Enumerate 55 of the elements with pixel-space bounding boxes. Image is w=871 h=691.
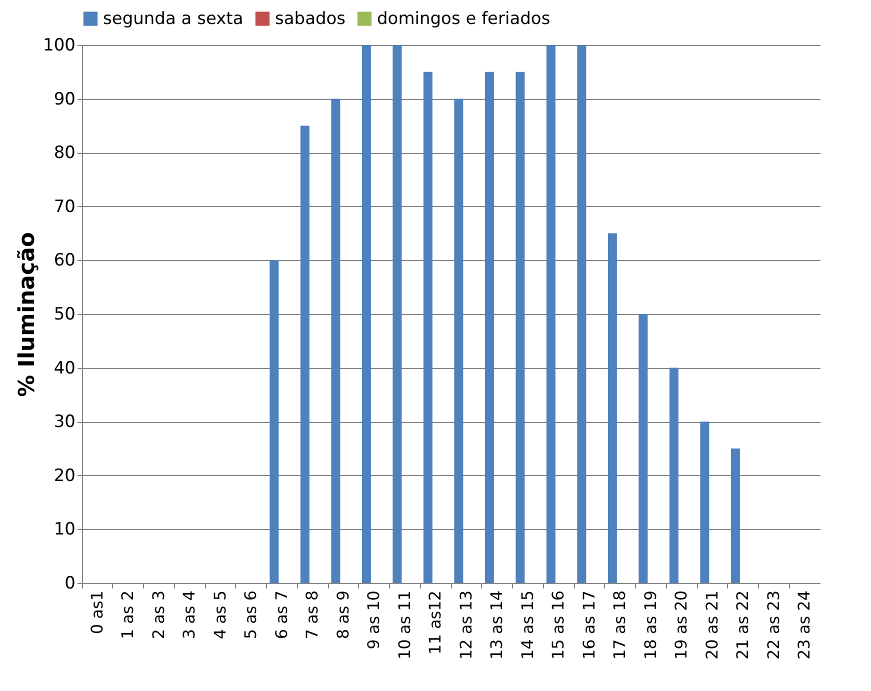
x-tick-label: 5 as 6 [241,590,260,640]
x-tick-label: 18 as 19 [640,590,660,660]
x-tick-label: 9 as 10 [364,590,384,650]
x-tick-label: 13 as 14 [487,590,506,660]
bar [608,233,617,583]
x-tick-label: 2 as 3 [148,590,168,640]
x-tick-label: 20 as 21 [702,590,722,660]
bar [638,314,648,583]
bar [300,126,310,583]
legend-label: sabados [275,8,346,29]
y-tick-label: 100 [43,36,76,56]
x-tick-label: 0 as1 [87,590,106,634]
x-tick-label: 12 as 13 [456,590,476,660]
x-tick-label: 3 as 4 [180,590,199,640]
y-tick-label: 30 [54,412,76,432]
bar [331,98,340,583]
y-tick-label: 40 [54,358,76,378]
bar [669,368,678,583]
y-axis-title: % Iluminação [15,232,40,398]
x-tick-label: 21 as 22 [733,590,752,660]
y-tick-label: 60 [54,250,76,271]
bar [577,45,586,583]
x-tick-label: 14 as 15 [518,590,537,660]
x-tick-label: 7 as 8 [302,590,322,640]
bar [362,45,371,583]
x-tick-label: 10 as 11 [394,590,414,660]
bar [484,72,494,583]
y-tick-label: 90 [54,89,76,110]
x-tick-label: 16 as 17 [579,590,598,660]
legend-label: domingos e feriados [377,8,550,29]
x-tick-label: 6 as 7 [272,590,291,640]
bar [392,45,402,583]
x-tick-label: 22 as 23 [764,590,783,660]
bar [700,422,710,583]
legend-label: segunda a sexta [103,8,244,29]
bar [516,72,525,583]
x-tick-label: 8 as 9 [333,590,352,640]
x-tick-label: 1 as 2 [118,590,138,640]
bar [730,448,740,583]
bar [270,260,279,583]
y-tick-label: 50 [54,304,76,324]
x-tick-label: 23 as 24 [794,590,814,660]
y-tick-label: 70 [54,196,76,217]
y-tick-label: 10 [54,520,76,540]
x-tick-label: 4 as 5 [210,590,230,640]
bar [423,72,432,583]
bar [546,45,556,583]
x-tick-label: 19 as 20 [672,590,691,660]
x-tick-label: 11 as12 [426,590,445,654]
y-tick-label: 80 [54,143,76,164]
y-tick-label: 20 [54,466,76,486]
x-tick-label: 17 as 18 [610,590,630,660]
bar [454,98,464,583]
y-tick-label: 0 [64,574,76,594]
x-tick-label: 15 as 16 [548,590,568,660]
